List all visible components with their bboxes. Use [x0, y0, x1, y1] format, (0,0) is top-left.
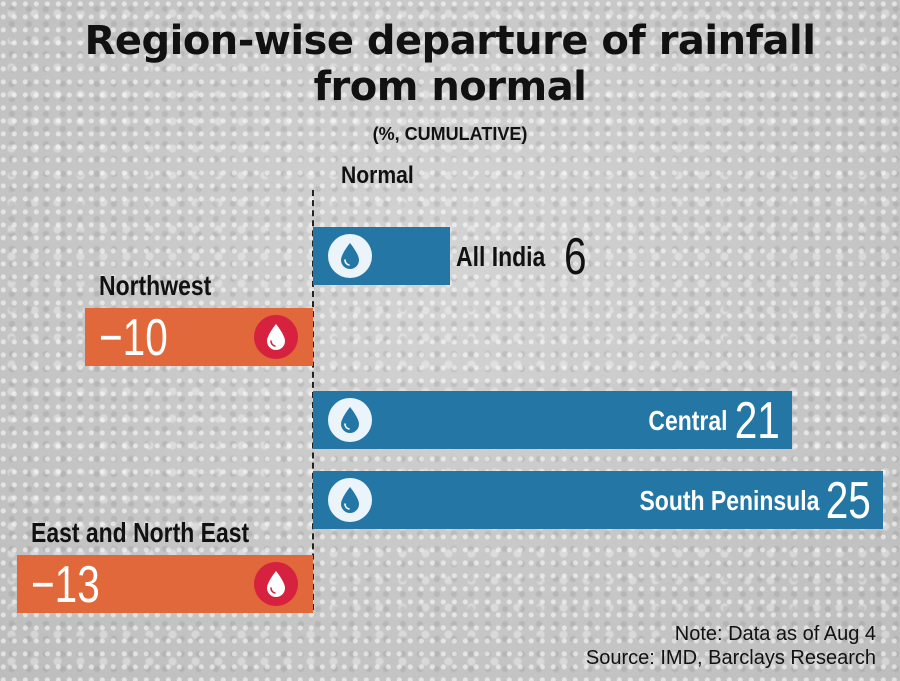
- water-drop-icon: [254, 315, 298, 359]
- source-text: Source: IMD, Barclays Research: [585, 647, 876, 669]
- bar-value-south-peninsula: 25: [825, 472, 871, 530]
- water-drop-icon: [254, 562, 298, 606]
- note-text: Note: Data as of Aug 4: [674, 623, 876, 645]
- chart-title: Region-wise departure of rainfall from n…: [0, 18, 900, 110]
- bar-label-south-peninsula: South Peninsula: [639, 485, 819, 516]
- bar-central: [313, 391, 792, 449]
- water-drop-icon: [328, 398, 372, 442]
- bar-label-east-and-north-east: East and North East: [30, 517, 249, 548]
- chart-subtitle: (%, CUMULATIVE): [372, 124, 528, 144]
- chart-title-line-1: Region-wise departure of rainfall: [84, 18, 816, 64]
- bar-south-peninsula: [313, 471, 883, 529]
- chart-title-line-2: from normal: [313, 64, 587, 110]
- chart-footnote: Note: Data as of Aug 4 Source: IMD, Barc…: [586, 622, 876, 670]
- water-drop-icon: [328, 234, 372, 278]
- bar-value-central: 21: [734, 392, 780, 450]
- bar-label-northwest: Northwest: [99, 270, 212, 301]
- bar-label-all-india: All India: [455, 241, 546, 272]
- bar-value-all-india: 6: [563, 228, 587, 286]
- bar-value-northwest: −10: [99, 309, 168, 367]
- baseline-label: Normal: [341, 162, 414, 189]
- bar-value-east-and-north-east: −13: [30, 556, 100, 614]
- bar-label-central: Central: [648, 405, 728, 436]
- water-drop-icon: [328, 478, 372, 522]
